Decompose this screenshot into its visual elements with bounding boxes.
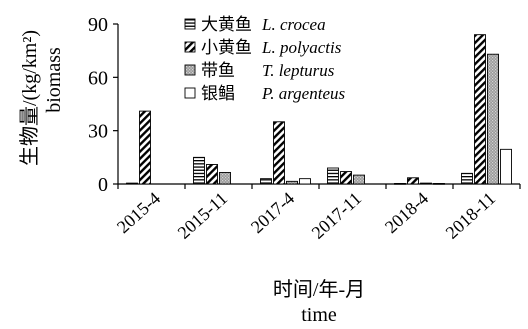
legend: 大黄鱼 L. crocea 小黄鱼 L. polyactis 带鱼 T. lepturus… (184, 15, 345, 103)
bar-l-polyactis (273, 121, 285, 185)
bar-l-crocea (394, 183, 406, 185)
legend-swatch (184, 18, 196, 30)
legend-label-cn: 小黄鱼 (201, 38, 252, 57)
legend-label-sci: L. polyactis (261, 38, 342, 57)
y-tick-label: 90 (88, 14, 108, 36)
bar-l-polyactis (340, 171, 352, 185)
bar-t-lepturus (353, 174, 365, 185)
bar-l-crocea (193, 156, 205, 185)
bar-l-crocea (327, 167, 339, 185)
legend-label-sci: P. argenteus (261, 84, 345, 103)
legend-label-cn: 银鲳 (201, 84, 235, 103)
x-axis-title-en: time (301, 304, 337, 326)
x-tick-label: 2017-4 (247, 188, 298, 237)
legend-swatch (184, 87, 196, 99)
bar-t-lepturus (420, 182, 432, 185)
bar-t-lepturus (286, 180, 298, 185)
legend-label-sci: L. crocea (261, 15, 326, 34)
bar-p-argenteus (500, 148, 512, 185)
y-axis-title-cn: 生物量/(kg/km²) (18, 30, 41, 166)
legend-label-cn: 带鱼 (201, 61, 235, 80)
bars (126, 34, 512, 185)
y-tick-label: 0 (98, 174, 108, 196)
legend-swatch (184, 64, 196, 76)
x-tick-label: 2015-4 (113, 188, 164, 237)
bar-l-crocea (126, 182, 138, 185)
bar-p-argenteus (299, 178, 311, 185)
legend-swatch (184, 41, 196, 53)
y-axis-title-en: biomass (43, 47, 65, 113)
legend-label-cn: 大黄鱼 (201, 15, 252, 34)
bar-p-argenteus (433, 183, 445, 185)
bar-l-polyactis (206, 163, 218, 185)
bar-t-lepturus (487, 53, 499, 185)
bar-l-crocea (461, 172, 473, 185)
y-tick-label: 60 (88, 67, 108, 89)
x-tick-label: 2018-11 (442, 188, 499, 243)
bar-l-crocea (260, 178, 272, 185)
x-ticks: 2015-4 2015-11 2017-4 2017-11 2018-4 2018-11 (113, 184, 521, 243)
legend-label-sci: T. lepturus (262, 61, 335, 80)
bar-l-polyactis (407, 177, 419, 185)
x-tick-label: 2017-11 (308, 188, 365, 243)
x-axis-title-cn: 时间/年-月 (273, 278, 365, 301)
y-ticks: 0 30 60 90 (88, 14, 118, 196)
bar-l-polyactis (474, 34, 486, 185)
bar-t-lepturus (219, 171, 231, 185)
bar-l-polyactis (139, 110, 151, 185)
x-tick-label: 2018-4 (381, 188, 432, 237)
y-tick-label: 30 (88, 121, 108, 143)
x-tick-label: 2015-11 (174, 188, 231, 243)
